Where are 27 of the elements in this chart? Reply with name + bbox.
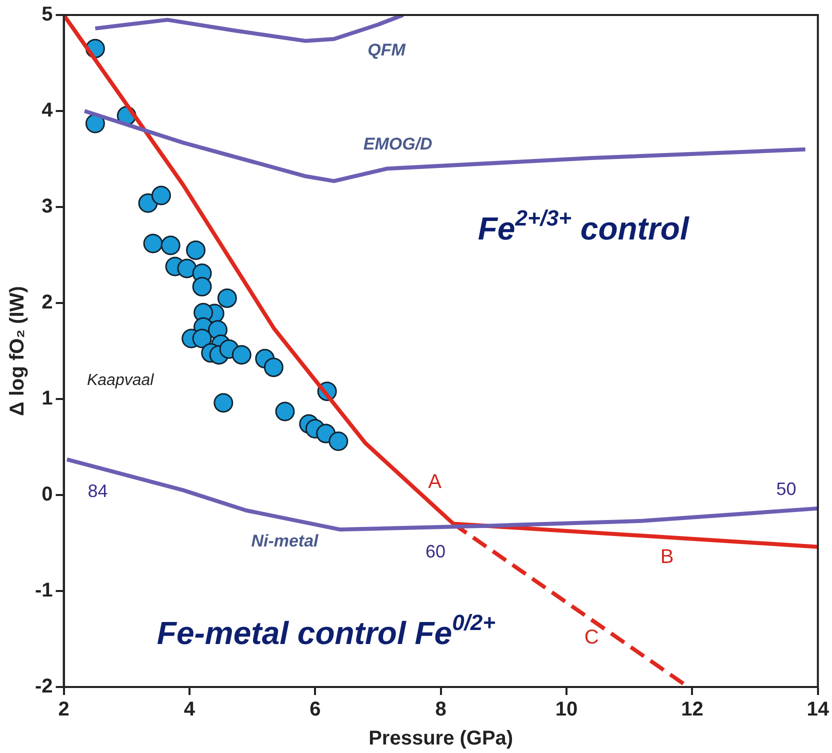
y-tick-label: 1 bbox=[42, 388, 53, 410]
annotation: QFM bbox=[368, 40, 406, 60]
x-tick-label: 10 bbox=[555, 698, 578, 721]
x-axis-title: Pressure (GPa) bbox=[368, 728, 514, 750]
annotation: C bbox=[584, 626, 599, 648]
y-tick-label: 5 bbox=[42, 4, 53, 26]
x-tick-label: 4 bbox=[184, 698, 196, 721]
annotation: Kaapvaal bbox=[86, 372, 154, 390]
x-tick-label: 8 bbox=[435, 698, 446, 721]
x-tick-label: 12 bbox=[681, 698, 704, 721]
x-tick-label: 6 bbox=[310, 698, 321, 721]
y-tick-label: 2 bbox=[42, 292, 53, 314]
x-tick-label: 14 bbox=[806, 698, 830, 721]
annotation: 50 bbox=[776, 479, 796, 500]
y-tick-label: 3 bbox=[42, 196, 53, 218]
y-tick-label: -2 bbox=[34, 676, 53, 698]
annotation: 84 bbox=[88, 481, 108, 502]
annotation: A bbox=[428, 471, 442, 494]
annotation: Ni-metal bbox=[251, 532, 320, 551]
annotation: 60 bbox=[426, 542, 446, 562]
annotation: B bbox=[660, 546, 674, 568]
x-tick-label: 2 bbox=[58, 698, 70, 721]
y-tick-label: -1 bbox=[34, 580, 53, 602]
y-tick-label: 4 bbox=[42, 100, 54, 122]
y-axis-title: Δ log fO₂ (IW) bbox=[6, 286, 29, 416]
y-tick-label: 0 bbox=[42, 484, 53, 506]
annotation: EMOG/D bbox=[363, 134, 432, 154]
